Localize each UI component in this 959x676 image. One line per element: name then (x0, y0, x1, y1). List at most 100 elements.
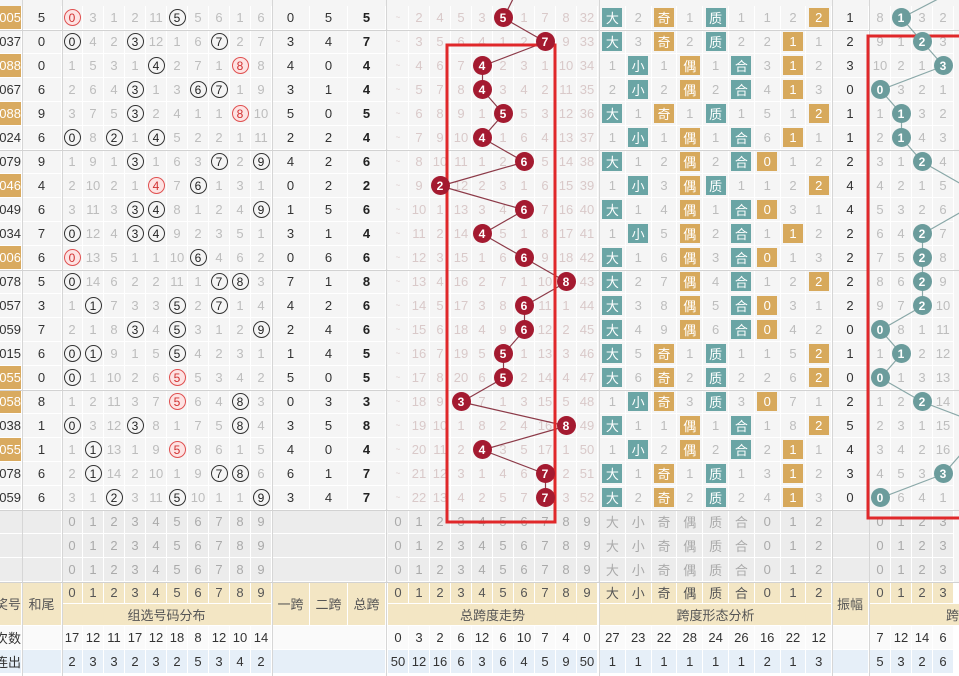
span-form-cell: 3 (625, 294, 652, 318)
dist-cell: 7 (188, 414, 209, 438)
label-digit: 2 (430, 582, 451, 604)
dist-cell: 7 (167, 174, 188, 198)
mod3-tag: 1 (782, 440, 803, 459)
span-trend-cell: 5 (493, 222, 514, 246)
span-two: 4 (310, 30, 348, 54)
amp-trend-cell: 5 (933, 174, 954, 198)
span-one: 0 (272, 390, 310, 414)
span-form-cell: 合 (729, 270, 755, 294)
dist-cell: 4 (146, 198, 167, 222)
dist-cell: 11 (251, 126, 272, 150)
span-trend-cell: 4 (430, 270, 451, 294)
mod3-tag: 0 (757, 248, 778, 267)
issue-number: 049 (0, 198, 22, 222)
span-ball: 4 (472, 56, 492, 75)
span-trend-cell: 1 (514, 174, 535, 198)
dist-cell: 10 (188, 486, 209, 510)
dist-cell: 2 (125, 462, 146, 486)
amplitude: 1 (832, 342, 869, 366)
amp-trend-cell: 1 (891, 102, 912, 126)
label-digit: 1 (83, 582, 104, 604)
span-trend-cell: 2 (556, 462, 577, 486)
mod3-tag: 1 (782, 56, 803, 75)
issue-number: 038 (0, 414, 22, 438)
span-two: 0 (310, 102, 348, 126)
footer-digit: 3 (451, 534, 472, 558)
span-trend-cell: 14 (556, 150, 577, 174)
span-trend-cell: 7 (472, 390, 493, 414)
hit-circle-5: 5 (168, 393, 186, 410)
footer-digit: 9 (577, 558, 598, 582)
span-trend-cell: 3 (472, 198, 493, 222)
span-form-cell: 偶 (677, 78, 704, 102)
label-digit: 3 (451, 582, 472, 604)
dist-cell: 3 (104, 54, 125, 78)
span-trend-cell: 1 (556, 438, 577, 462)
label-digit: 8 (230, 582, 251, 604)
span-form-cell: 质 (703, 102, 729, 126)
label-digit: 0 (388, 582, 409, 604)
amp-trend-cell: 5 (891, 246, 912, 270)
span-trend-cell: 12 (556, 102, 577, 126)
span-form-cell: 3 (754, 54, 781, 78)
amp-trend-cell: 1 (891, 30, 912, 54)
stat-value: 6 (451, 626, 472, 650)
span-trend-cell: 7 (430, 78, 451, 102)
span-form-cell: 2 (806, 222, 833, 246)
label-digit: 2 (104, 582, 125, 604)
span-trend-cell: 1 (556, 294, 577, 318)
amp-trend-cell: 15 (933, 414, 954, 438)
amp-trend-cell: 1 (891, 342, 912, 366)
span-two: 3 (310, 390, 348, 414)
amp-trend-cell: 2 (912, 438, 933, 462)
span-form-cell: 大 (600, 102, 626, 126)
amp-trend-cell: 8 (870, 270, 891, 294)
span-trend-cell: 15 (556, 174, 577, 198)
dist-cell: 6 (188, 174, 209, 198)
hit-circle-3: 3 (126, 153, 144, 170)
amp-trend-cell: 3 (912, 102, 933, 126)
span-one: 4 (272, 294, 310, 318)
span-trend-cell: ~ (388, 318, 409, 342)
dist-cell: 7 (188, 54, 209, 78)
span-ball: 2 (430, 176, 450, 195)
span-trend-cell: 1 (472, 246, 493, 270)
amp-trend-cell: 4 (870, 462, 891, 486)
span-trend-cell: 6 (451, 30, 472, 54)
issue-number: 078 (0, 270, 22, 294)
stat-value: 1 (600, 650, 626, 674)
dist-cell: 3 (251, 270, 272, 294)
span-trend-cell: 6 (514, 318, 535, 342)
amplitude: 1 (832, 6, 869, 30)
hit-circle-5: 5 (168, 369, 186, 386)
dist-cell: 6 (209, 6, 230, 30)
label-form-head: 偶 (677, 582, 704, 604)
dist-cell: 6 (230, 246, 251, 270)
hit-circle-5: 5 (168, 489, 186, 506)
footer-digit: 8 (230, 510, 251, 534)
span-two: 5 (310, 6, 348, 30)
footer-digit: 4 (146, 534, 167, 558)
footer-digit: 9 (577, 534, 598, 558)
dist-cell: 5 (167, 126, 188, 150)
form-tag: 小 (628, 224, 649, 243)
form-tag: 大 (602, 488, 623, 507)
sum-tail: 8 (22, 390, 62, 414)
stat-value: 14 (251, 626, 272, 650)
stat-value: 1 (729, 650, 755, 674)
span-form-cell: 1 (780, 486, 807, 510)
span-trend-cell: ~ (388, 486, 409, 510)
footer-blank (832, 558, 870, 582)
amp-trend-cell: 3 (933, 30, 954, 54)
form-tag: 偶 (679, 440, 700, 459)
hit-circle-4: 4 (147, 129, 165, 146)
span-trend-cell: 2 (514, 30, 535, 54)
total-span: 8 (348, 414, 386, 438)
span-trend-cell: 8 (409, 150, 430, 174)
span-form-cell: 4 (754, 486, 781, 510)
form-tag: 合 (731, 224, 752, 243)
label-span-two: 二跨 (310, 582, 348, 626)
amp-trend-cell: 5 (870, 198, 891, 222)
span-form-cell: 2 (625, 486, 652, 510)
span-form-cell: 5 (780, 342, 807, 366)
